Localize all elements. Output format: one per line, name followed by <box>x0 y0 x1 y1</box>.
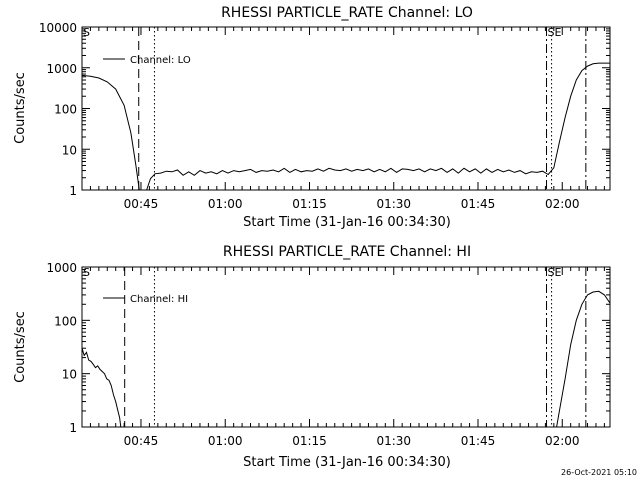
marker-label: S <box>83 266 90 279</box>
y-axis-label: Counts/sec <box>13 311 28 383</box>
x-tick-label: 01:00 <box>208 434 243 448</box>
y-tick-label: 10000 <box>39 21 77 35</box>
x-tick-label: 00:45 <box>124 197 159 211</box>
x-tick-label: 01:15 <box>292 197 327 211</box>
y-tick-label: 1 <box>69 184 77 198</box>
y-tick-label: 1 <box>69 421 77 435</box>
x-ticks: 00:45 01:00 01:15 01:30 01:45 02:00 <box>89 267 605 448</box>
legend: Channel: LO <box>103 55 191 66</box>
y-tick-label: 100 <box>54 314 77 328</box>
x-tick-label: 00:45 <box>124 434 159 448</box>
chart-title: RHESSI PARTICLE_RATE Channel: LO <box>221 5 473 21</box>
y-axis-label: Counts/sec <box>13 72 28 144</box>
chart-panel-lo: RHESSI PARTICLE_RATE Channel: LO Counts/… <box>13 5 611 230</box>
y-tick-label: 1000 <box>46 261 77 275</box>
x-axis-label: Start Time (31-Jan-16 00:34:30) <box>243 455 451 470</box>
x-tick-label: 01:30 <box>376 197 411 211</box>
chart-title: RHESSI PARTICLE_RATE Channel: HI <box>223 244 471 260</box>
y-tick-label: 1000 <box>46 62 77 76</box>
y-tick-label: 100 <box>54 103 77 117</box>
x-tick-label: 02:00 <box>545 434 580 448</box>
x-tick-label: 01:00 <box>208 197 243 211</box>
y-tick-label: 10 <box>62 143 77 157</box>
x-tick-label: 01:30 <box>376 434 411 448</box>
time-markers: S SE <box>83 266 587 427</box>
legend-label: Channel: HI <box>130 294 188 305</box>
legend: Channel: HI <box>103 294 188 305</box>
legend-label: Channel: LO <box>130 55 191 66</box>
x-ticks: 00:45 01:00 01:15 01:30 01:45 02:00 <box>89 27 605 211</box>
marker-label: SE <box>548 266 562 279</box>
marker-label: SE <box>548 26 562 39</box>
x-tick-label: 01:15 <box>292 434 327 448</box>
y-ticks: 1 10 100 1000 10000 <box>39 21 610 198</box>
plot-frame <box>81 266 611 428</box>
marker-label: S <box>83 26 90 39</box>
x-axis-label: Start Time (31-Jan-16 00:34:30) <box>243 215 451 230</box>
y-ticks: 1 10 100 1000 <box>46 261 610 435</box>
series-line-lo <box>81 62 610 191</box>
x-tick-label: 01:45 <box>461 434 496 448</box>
plot-frame <box>81 26 611 191</box>
x-tick-label: 02:00 <box>545 197 580 211</box>
x-tick-label: 01:45 <box>461 197 496 211</box>
generation-timestamp: 26-Oct-2021 05:10 <box>561 468 637 477</box>
y-tick-label: 10 <box>62 368 77 382</box>
series-line-hi <box>81 290 611 428</box>
time-markers: S SE <box>83 26 587 190</box>
chart-panel-hi: RHESSI PARTICLE_RATE Channel: HI Counts/… <box>13 244 611 470</box>
